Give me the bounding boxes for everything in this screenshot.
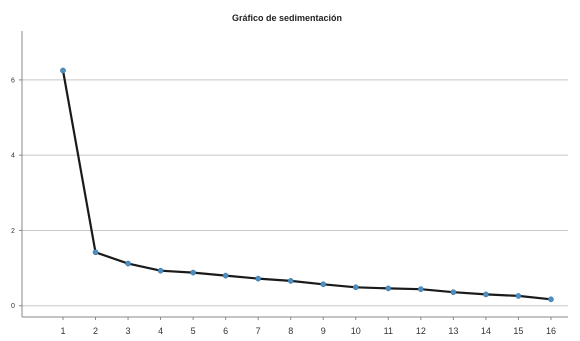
x-tick-label: 14 <box>481 326 491 336</box>
x-tick-label: 7 <box>256 326 261 336</box>
x-tick-label: 15 <box>513 326 523 336</box>
x-tick-label: 3 <box>126 326 131 336</box>
x-tick-label: 9 <box>321 326 326 336</box>
y-tick-label: 2 <box>11 228 15 235</box>
chart-title: Gráfico de sedimentación <box>232 13 342 23</box>
y-tick-label: 6 <box>11 77 15 84</box>
data-point-5 <box>190 269 196 276</box>
data-point-9 <box>320 281 327 288</box>
data-point-13 <box>450 289 457 296</box>
data-point-1 <box>60 67 66 74</box>
x-tick-label: 10 <box>351 326 361 336</box>
data-point-16 <box>548 296 554 303</box>
x-tick-label: 6 <box>223 326 228 336</box>
x-tick-label: 8 <box>288 326 293 336</box>
data-point-15 <box>515 293 522 299</box>
x-tick-label: 1 <box>60 326 65 336</box>
data-point-6 <box>222 272 229 279</box>
y-axis-ticks: 0 2 4 6 <box>11 77 22 310</box>
y-tick-label: 4 <box>11 153 15 160</box>
y-tick-label: 0 <box>11 303 15 310</box>
data-point-14 <box>483 291 489 298</box>
data-point-4 <box>157 267 164 274</box>
x-tick-label: 13 <box>448 326 458 336</box>
grid-lines <box>22 79 568 307</box>
x-tick-label: 4 <box>158 326 163 336</box>
data-point-3 <box>125 260 131 267</box>
data-point-10 <box>352 284 359 291</box>
data-point-2 <box>92 249 99 256</box>
x-tick-label: 16 <box>546 326 556 336</box>
data-point-12 <box>417 286 424 293</box>
x-tick-label: 2 <box>93 326 98 336</box>
x-tick-label: 11 <box>384 326 393 336</box>
data-point-8 <box>287 278 294 284</box>
x-axis-ticks: 1 2 3 4 5 6 7 8 9 10 11 12 13 14 15 16 <box>60 317 556 336</box>
x-tick-label: 12 <box>416 326 426 336</box>
series <box>60 67 554 303</box>
x-tick-label: 5 <box>191 326 196 336</box>
data-point-11 <box>385 285 392 292</box>
data-point-7 <box>255 275 262 282</box>
series-line-0 <box>61 70 552 301</box>
axes <box>21 31 568 318</box>
